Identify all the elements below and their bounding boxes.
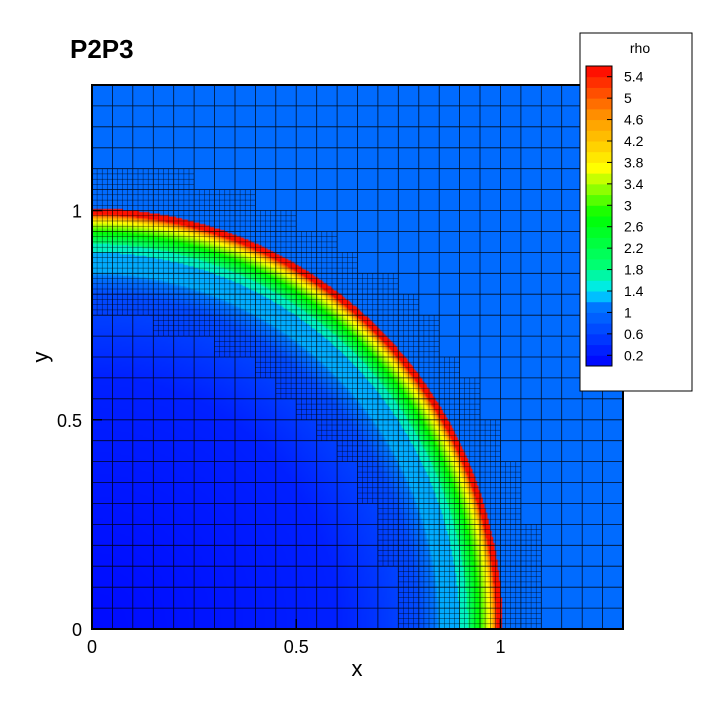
colorbar-band bbox=[586, 312, 612, 324]
colorbar-label: 4.6 bbox=[624, 112, 644, 128]
colorbar-band bbox=[586, 162, 612, 174]
colorbar-legend: rho 5.4 5 4.6 4.2 3.8 3.4 3 2.6 2.2 1.8 1.4 1 0.6 0.2 bbox=[579, 32, 693, 392]
y-tick-label: 1 bbox=[72, 202, 82, 222]
colorbar-label: 2.2 bbox=[624, 240, 644, 256]
colorbar-frame bbox=[585, 65, 613, 367]
colorbar-label: 2.6 bbox=[624, 219, 644, 235]
colorbar-band bbox=[586, 98, 612, 110]
x-axis-ticks: 0 0.5 1 bbox=[87, 619, 505, 657]
colorbar-band bbox=[586, 258, 612, 271]
colorbar-label: 3.4 bbox=[624, 176, 644, 192]
colorbar-label: 1 bbox=[624, 304, 632, 320]
colorbar-band bbox=[586, 173, 612, 185]
colorbar-band bbox=[586, 119, 612, 131]
y-axis-ticks: 00.51 bbox=[57, 202, 102, 640]
colorbar-band bbox=[586, 194, 612, 206]
plot-area bbox=[91, 84, 624, 630]
chart-title: P2P3 bbox=[70, 34, 134, 64]
colorbar: 5.4 5 4.6 4.2 3.8 3.4 3 2.6 2.2 1.8 1.4 1 0.6 0.2 bbox=[585, 65, 644, 367]
colorbar-band bbox=[586, 344, 612, 356]
colorbar-label: 5.4 bbox=[624, 69, 644, 85]
colorbar-band bbox=[586, 108, 612, 121]
coarse-mesh bbox=[91, 84, 624, 630]
colorbar-band bbox=[586, 130, 612, 142]
colorbar-band bbox=[586, 280, 612, 292]
colorbar-label: 3.8 bbox=[624, 154, 644, 170]
colorbar-label: 1.8 bbox=[624, 262, 644, 278]
colorbar-label: 4.2 bbox=[624, 133, 644, 149]
colorbar-label: 1.4 bbox=[624, 283, 644, 299]
colorbar-band bbox=[586, 151, 612, 163]
colorbar-band bbox=[586, 237, 612, 249]
refined-mesh bbox=[92, 168, 542, 629]
x-tick-label: 1 bbox=[495, 637, 505, 657]
colorbar-label: 5 bbox=[624, 90, 632, 106]
y-axis-label: y bbox=[28, 352, 53, 363]
colorbar-band bbox=[586, 183, 612, 196]
x-axis-label: x bbox=[352, 656, 363, 681]
colorbar-label: 0.2 bbox=[624, 347, 644, 363]
y-tick-label: 0 bbox=[72, 620, 82, 640]
colorbar-band bbox=[586, 216, 612, 228]
colorbar-band bbox=[586, 301, 612, 313]
colorbar-band bbox=[586, 226, 612, 238]
colorbar-band bbox=[586, 141, 612, 153]
x-tick-label: 0 bbox=[87, 637, 97, 657]
colorbar-band bbox=[586, 87, 612, 99]
colorbar-band bbox=[586, 76, 612, 88]
x-tick-label: 0.5 bbox=[284, 637, 309, 657]
y-tick-label: 0.5 bbox=[57, 411, 82, 431]
colorbar-band bbox=[586, 66, 612, 78]
colorbar-band bbox=[586, 323, 612, 335]
colorbar-band bbox=[586, 333, 612, 346]
colorbar-band bbox=[586, 205, 612, 217]
legend-title: rho bbox=[630, 40, 650, 56]
colorbar-band bbox=[586, 291, 612, 303]
mesh-grid bbox=[91, 84, 624, 630]
colorbar-band bbox=[586, 248, 612, 260]
colorbar-label: 0.6 bbox=[624, 326, 644, 342]
colorbar-band bbox=[586, 269, 612, 281]
colorbar-label: 3 bbox=[624, 197, 632, 213]
colorbar-band bbox=[586, 355, 612, 367]
